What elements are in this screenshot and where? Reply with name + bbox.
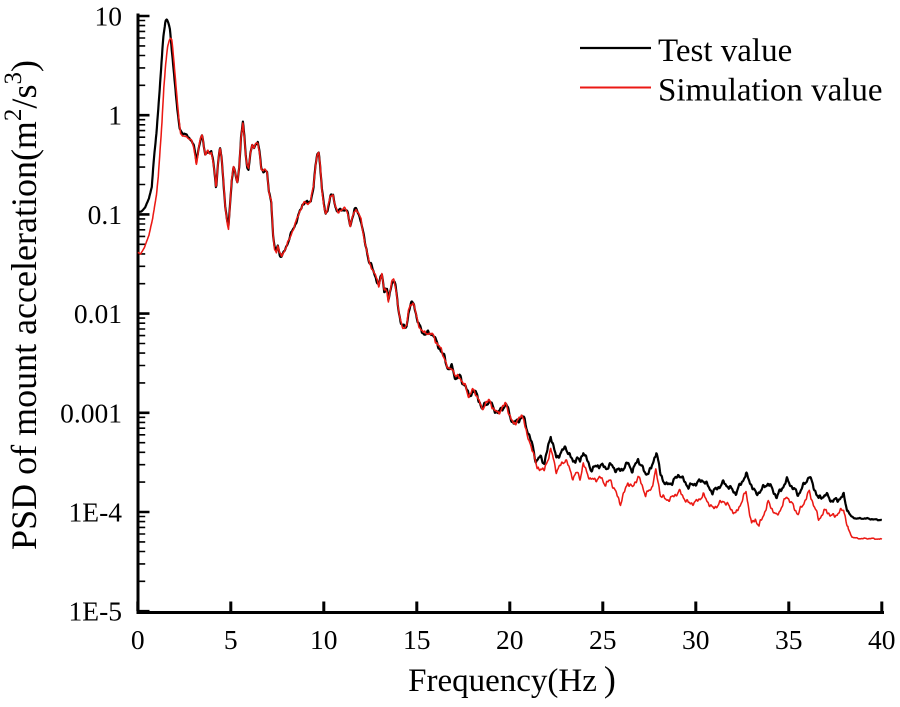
svg-text:0.01: 0.01 xyxy=(74,298,122,329)
svg-text:1E-4: 1E-4 xyxy=(69,497,123,528)
svg-text:35: 35 xyxy=(775,624,803,655)
svg-text:Test value: Test value xyxy=(658,33,792,69)
svg-text:25: 25 xyxy=(589,624,617,655)
svg-text:10: 10 xyxy=(95,1,123,32)
svg-text:1E-5: 1E-5 xyxy=(69,596,122,627)
svg-text:Frequency(Hz): Frequency(Hz) xyxy=(408,659,616,699)
svg-text:1: 1 xyxy=(108,100,122,131)
svg-text:20: 20 xyxy=(496,624,524,655)
svg-text:10: 10 xyxy=(310,624,338,655)
svg-text:5: 5 xyxy=(224,624,238,655)
svg-text:Simulation value: Simulation value xyxy=(658,73,883,109)
svg-text:PSD of mount acceleration(m2/s: PSD of mount acceleration(m2/s3) xyxy=(0,60,44,550)
svg-text:30: 30 xyxy=(682,624,710,655)
svg-text:15: 15 xyxy=(403,624,431,655)
svg-text:0.001: 0.001 xyxy=(60,397,122,428)
svg-text:0.1: 0.1 xyxy=(88,199,122,230)
svg-text:40: 40 xyxy=(868,624,896,655)
svg-text:0: 0 xyxy=(131,624,145,655)
